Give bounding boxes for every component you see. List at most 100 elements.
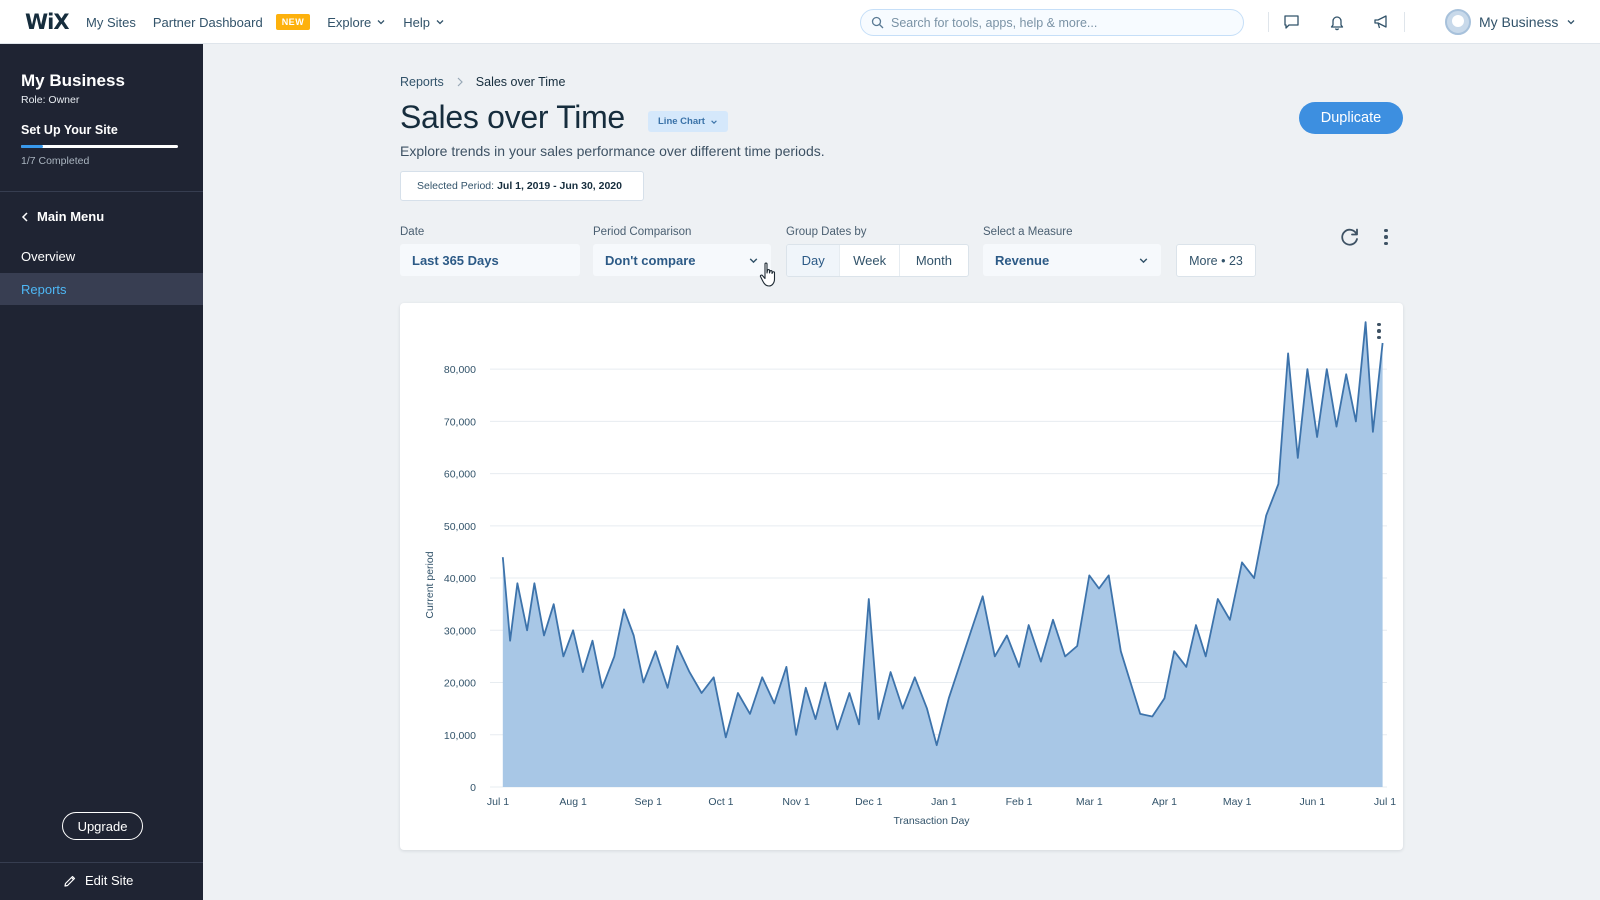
measure-select[interactable]: Revenue <box>983 244 1161 276</box>
nav-help-label: Help <box>403 14 431 30</box>
y-tick-label: 20,000 <box>444 678 476 690</box>
chart-type-label: Line Chart <box>658 116 705 127</box>
sidebar-item-reports[interactable]: Reports <box>0 273 203 305</box>
selected-period: Selected Period: Jul 1, 2019 - Jun 30, 2… <box>400 171 644 201</box>
nav-partner-dashboard[interactable]: Partner Dashboard NEW <box>152 14 311 30</box>
search-input[interactable] <box>891 15 1231 30</box>
date-label: Date <box>400 226 425 238</box>
wix-logo[interactable]: WiX <box>25 10 70 34</box>
edit-site-button[interactable]: Edit Site <box>63 873 133 888</box>
chevron-down-icon <box>711 119 717 124</box>
x-tick-label: Nov 1 <box>782 796 810 808</box>
chart-card: 0 10,000 20,000 30,000 40,000 50,000 60,000 70,… <box>400 303 1403 850</box>
top-icons <box>1268 0 1405 44</box>
nav-help[interactable]: Help <box>403 15 445 30</box>
selected-period-label: Selected Period: <box>417 180 495 192</box>
breadcrumb-reports[interactable]: Reports <box>400 75 444 89</box>
y-axis-label: Current period <box>424 551 436 618</box>
megaphone-icon[interactable] <box>1359 0 1404 44</box>
account-label: My Business <box>1479 14 1559 30</box>
account-menu[interactable]: My Business <box>1445 0 1576 44</box>
chevron-down-icon <box>1567 20 1575 25</box>
bell-icon[interactable] <box>1314 0 1359 44</box>
divider <box>0 191 203 192</box>
revenue-line <box>501 321 1384 747</box>
group-month-option[interactable]: Month <box>915 253 952 268</box>
date-value: Last 365 Days <box>412 252 499 268</box>
breadcrumb-current: Sales over Time <box>475 75 566 89</box>
divider <box>1404 12 1405 32</box>
x-tick-label: Apr 1 <box>1152 796 1177 808</box>
y-tick-label: 40,000 <box>444 573 476 585</box>
y-axis-ticks: 0 10,000 20,000 30,000 40,000 50,000 60,000 70,… <box>444 364 476 794</box>
y-tick-label: 30,000 <box>444 625 476 637</box>
sidebar-item-label: Overview <box>21 248 76 264</box>
group-day-option[interactable]: Day <box>787 245 841 276</box>
setup-completed: 1/7 Completed <box>21 155 90 167</box>
chart-type-dropdown[interactable]: Line Chart <box>648 111 728 132</box>
nav-explore[interactable]: Explore <box>327 15 386 30</box>
chevron-down-icon <box>377 20 385 25</box>
selected-period-value: Jul 1, 2019 - Jun 30, 2020 <box>497 180 622 192</box>
y-tick-label: 60,000 <box>444 469 476 481</box>
x-axis-ticks: Jul 1 Aug 1 Sep 1 Oct 1 Nov 1 Dec 1 Jan 1 Feb 1… <box>487 796 1396 808</box>
site-role: Role: Owner <box>21 94 80 106</box>
sidebar: My Business Role: Owner Set Up Your Site… <box>0 44 203 900</box>
divider <box>0 862 203 863</box>
measure-label: Select a Measure <box>983 226 1073 238</box>
chevron-down-icon <box>1139 257 1148 263</box>
avatar[interactable] <box>1445 9 1471 35</box>
sales-area-chart: 0 10,000 20,000 30,000 40,000 50,000 60,000 70,… <box>424 321 1396 827</box>
x-tick-label: Jul 1 <box>1374 796 1396 808</box>
x-tick-label: May 1 <box>1223 796 1252 808</box>
y-tick-label: 50,000 <box>444 521 476 533</box>
upgrade-button[interactable]: Upgrade <box>62 812 143 840</box>
site-name: My Business <box>21 71 125 90</box>
duplicate-button[interactable]: Duplicate <box>1299 102 1403 134</box>
pencil-icon <box>64 875 76 887</box>
x-tick-label: Jul 1 <box>487 796 509 808</box>
period-comparison-label: Period Comparison <box>593 226 692 238</box>
group-week-option[interactable]: Week <box>840 245 900 276</box>
page-subtitle: Explore trends in your sales performance… <box>400 143 825 159</box>
nav-partner-dashboard-label: Partner Dashboard <box>152 14 263 30</box>
x-tick-label: Dec 1 <box>855 796 883 808</box>
date-select[interactable]: Last 365 Days <box>400 244 580 276</box>
x-tick-label: Oct 1 <box>708 796 733 808</box>
refresh-icon[interactable] <box>1338 225 1362 249</box>
page-more-menu-icon[interactable] <box>1378 226 1394 248</box>
nav-my-sites[interactable]: My Sites <box>86 15 136 30</box>
search-bar[interactable] <box>860 9 1244 36</box>
group-dates-label: Group Dates by <box>786 226 867 238</box>
top-bar: WiX My Sites Partner Dashboard NEW Explo… <box>0 0 1600 44</box>
period-comparison-select[interactable]: Don't compare <box>593 244 771 276</box>
nav-explore-label: Explore <box>327 14 372 30</box>
main-menu-link[interactable]: Main Menu <box>21 209 104 224</box>
chevron-down-icon <box>749 257 758 263</box>
setup-progress-fill <box>21 145 43 148</box>
hand-cursor-icon <box>759 262 776 287</box>
y-tick-label: 0 <box>470 782 476 794</box>
chart-more-menu-icon[interactable] <box>1371 320 1387 342</box>
more-filters-button[interactable]: More • 23 <box>1176 244 1256 277</box>
y-tick-label: 70,000 <box>444 416 476 428</box>
group-dates-toggle: Day Week Month <box>786 244 969 277</box>
main-menu-label: Main Menu <box>37 209 105 224</box>
y-tick-label: 10,000 <box>444 730 476 742</box>
page-title: Sales over Time <box>400 99 625 135</box>
chevron-down-icon <box>436 20 444 25</box>
sidebar-item-overview[interactable]: Overview <box>0 240 203 272</box>
sidebar-item-label: Reports <box>21 281 67 297</box>
measure-value: Revenue <box>995 252 1050 268</box>
breadcrumb: Reports Sales over Time <box>400 75 565 89</box>
revenue-area <box>502 322 1383 787</box>
chevron-right-icon <box>457 77 463 87</box>
new-badge: NEW <box>275 14 311 30</box>
y-tick-label: 80,000 <box>444 364 476 376</box>
x-axis-label: Transaction Day <box>893 815 970 827</box>
top-nav: My Sites Partner Dashboard NEW Explore H… <box>86 0 462 44</box>
chat-icon[interactable] <box>1269 0 1314 44</box>
edit-site-label: Edit Site <box>85 873 134 888</box>
x-tick-label: Feb 1 <box>1006 796 1033 808</box>
setup-site-link[interactable]: Set Up Your Site <box>21 123 118 137</box>
